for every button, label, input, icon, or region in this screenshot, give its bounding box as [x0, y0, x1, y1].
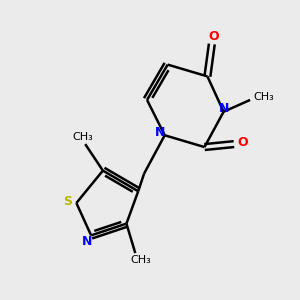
- Text: N: N: [82, 235, 92, 248]
- Text: N: N: [218, 102, 229, 115]
- Text: O: O: [237, 136, 248, 149]
- Text: CH₃: CH₃: [131, 255, 152, 266]
- Text: CH₃: CH₃: [253, 92, 274, 102]
- Text: N: N: [155, 126, 166, 139]
- Text: CH₃: CH₃: [72, 132, 93, 142]
- Text: S: S: [63, 195, 72, 208]
- Text: O: O: [208, 30, 219, 43]
